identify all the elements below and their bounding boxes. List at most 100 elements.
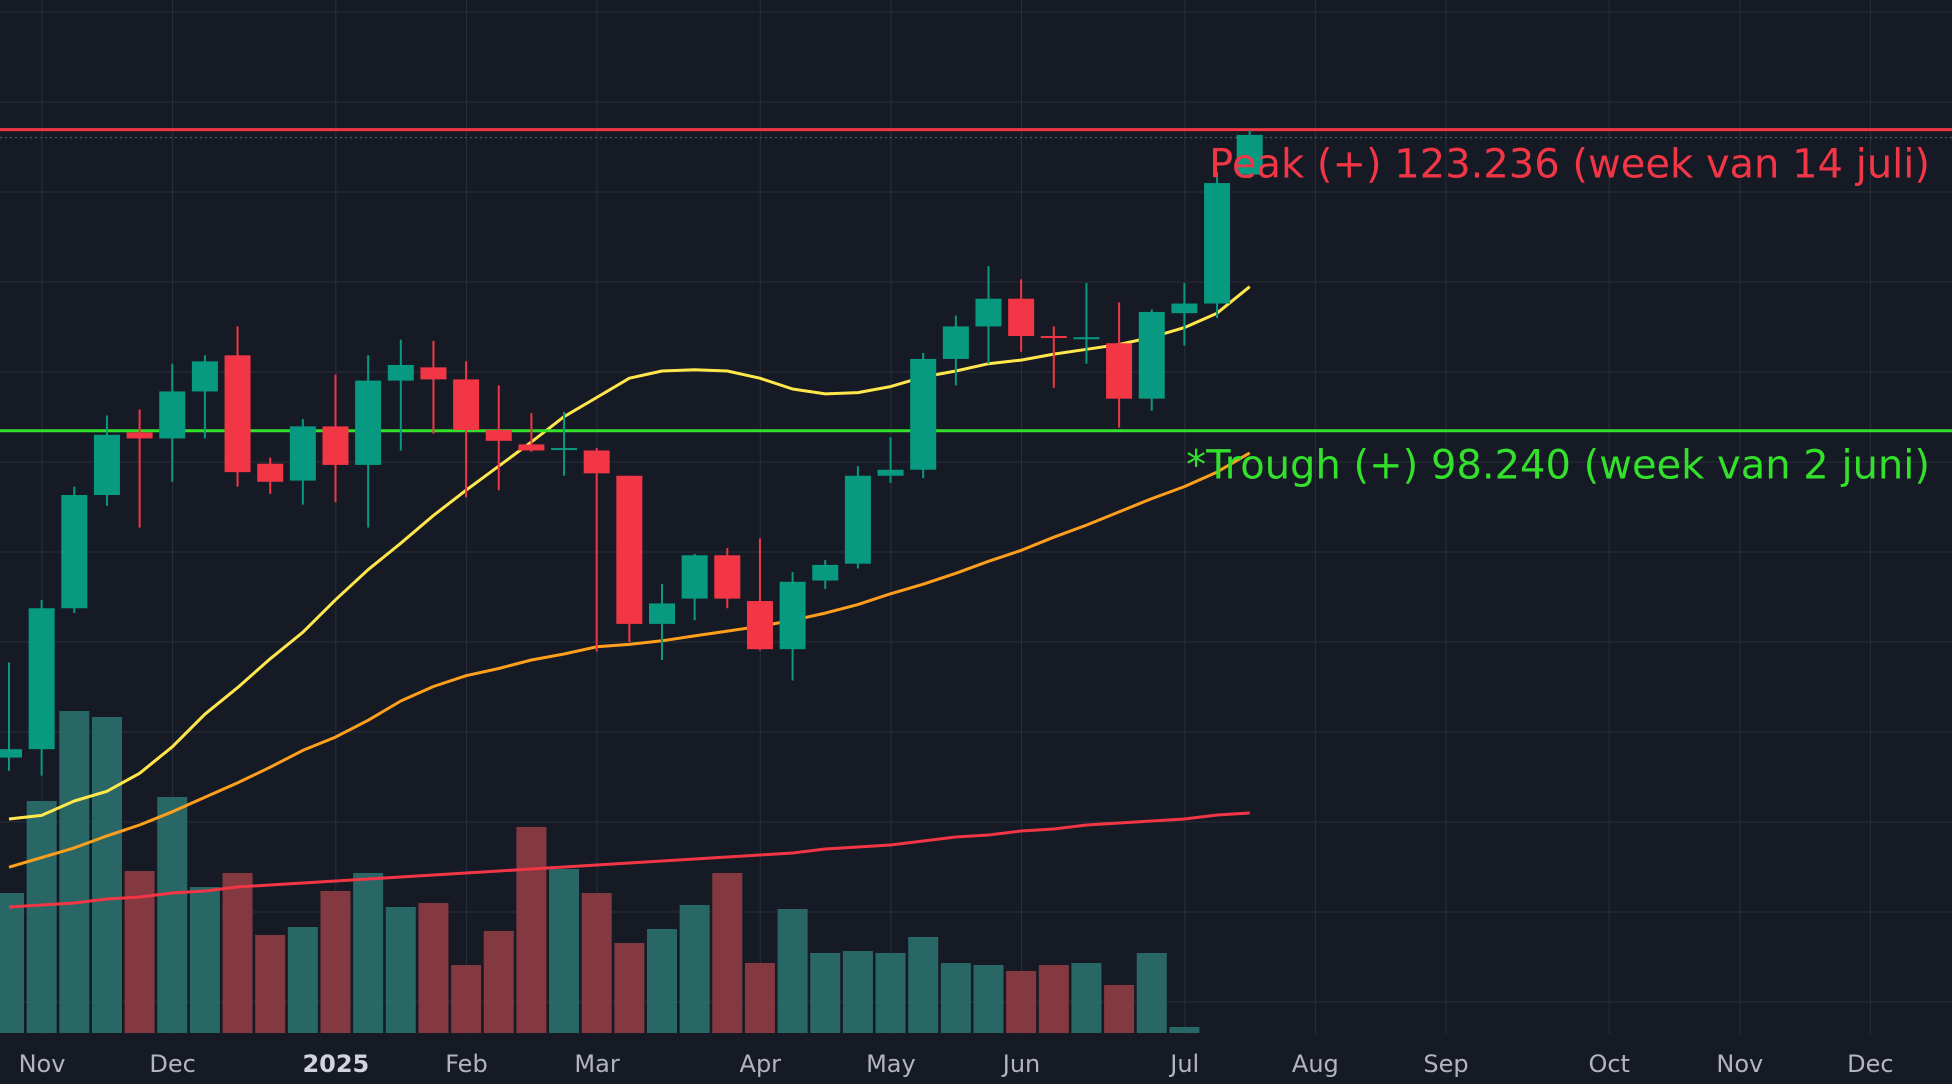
volume-bar [287, 927, 318, 1033]
volume-moving-average [8, 811, 1250, 909]
x-axis: Nov Dec 2025 Feb Mar Apr May Jun Jul Aug Sep Oct Nov… [19, 1050, 1894, 1078]
volume-bar [1038, 965, 1069, 1033]
candle-body [714, 555, 741, 599]
candle-body [1040, 336, 1067, 339]
volume-bar [320, 891, 351, 1033]
candle-body [583, 450, 610, 474]
candlesticks [0, 130, 1263, 776]
volume-bar [516, 827, 547, 1033]
candle-body [649, 603, 675, 624]
x-tick-label: Feb [445, 1050, 488, 1078]
candle-body [355, 380, 382, 465]
x-tick-label: Oct [1588, 1050, 1630, 1078]
candle-body [28, 608, 55, 750]
x-tick-label: Jun [1001, 1050, 1041, 1078]
candle-body [942, 326, 969, 359]
volume-bar [581, 893, 612, 1033]
volume-bar [91, 717, 122, 1033]
series-line-ema_fast [8, 285, 1251, 821]
candle-body [420, 367, 447, 380]
volume-bars [0, 711, 1200, 1033]
volume-bar [0, 893, 24, 1033]
candle-body [257, 463, 284, 482]
candle-body [322, 426, 349, 465]
volume-bar [157, 797, 188, 1033]
volume-bar [483, 931, 514, 1033]
level-labels: Peak (+) 123.236 (week van 14 juli) *Trou… [1186, 142, 1930, 489]
grid-lines [0, 0, 1952, 1034]
volume-bar [940, 963, 971, 1033]
level-label-peak: Peak (+) 123.236 (week van 14 juli) [1209, 142, 1930, 188]
volume-bar [549, 869, 580, 1033]
candle-body [1171, 303, 1198, 314]
x-tick-label: Nov [19, 1050, 66, 1078]
candle-body [616, 475, 643, 624]
candle-body [975, 298, 1002, 327]
volume-bar [353, 873, 384, 1033]
candle-body [1204, 183, 1231, 304]
volume-bar [1104, 985, 1135, 1033]
volume-bar [842, 951, 873, 1033]
volume-bar [1169, 1027, 1200, 1033]
candle-body [485, 429, 512, 441]
candle-body [681, 555, 708, 599]
volume-bar [744, 963, 775, 1033]
candle-body [910, 358, 937, 470]
volume-bar [973, 965, 1004, 1033]
volume-bar [647, 929, 677, 1033]
x-tick-label: Dec [1847, 1050, 1893, 1078]
candle-body [1073, 337, 1100, 340]
volume-bar [908, 937, 939, 1033]
volume-bar [679, 905, 710, 1033]
x-tick-label: May [866, 1050, 916, 1078]
volume-bar [1006, 971, 1037, 1033]
volume-bar [451, 965, 482, 1033]
candle-body [1236, 134, 1263, 175]
candle-body [61, 495, 88, 609]
candle-body [746, 601, 773, 650]
level-label-trough: *Trough (+) 98.240 (week van 2 juni) [1186, 443, 1930, 489]
volume-bar [777, 909, 808, 1033]
x-tick-label: Dec [149, 1050, 195, 1078]
x-tick-label: Jul [1168, 1050, 1199, 1078]
candle-body [779, 581, 806, 650]
x-tick-label: 2025 [302, 1050, 369, 1078]
candle-body [1106, 343, 1133, 399]
x-tick-label: Sep [1423, 1050, 1468, 1078]
candle-body [453, 379, 480, 430]
candle-body [551, 448, 578, 451]
candle-body [812, 564, 839, 581]
candle-body [1008, 298, 1035, 337]
candle-body [93, 434, 120, 496]
moving-averages [8, 285, 1251, 869]
volume-bar [614, 943, 645, 1033]
candle-body [387, 364, 414, 381]
candle-body [159, 391, 186, 439]
candle-body [877, 469, 904, 476]
candle-body [289, 426, 316, 481]
volume-bar [810, 953, 841, 1033]
volume-bar [1071, 963, 1102, 1033]
volume-bar [189, 887, 220, 1033]
series-line-ema_slow [8, 451, 1251, 869]
volume-bar [222, 873, 253, 1033]
x-tick-label: Aug [1292, 1050, 1339, 1078]
candle-body [224, 355, 251, 473]
candle-body [518, 444, 545, 451]
volume-bar [875, 953, 906, 1033]
volume-bar [255, 935, 286, 1033]
volume-bar [26, 801, 57, 1033]
volume-bar [418, 903, 449, 1033]
candle-body [844, 475, 871, 564]
volume-bar [1136, 953, 1167, 1033]
x-tick-label: Nov [1716, 1050, 1763, 1078]
candle-body [126, 432, 153, 439]
volume-bar [385, 907, 416, 1033]
x-tick-label: Apr [740, 1050, 782, 1078]
candle-body [1138, 311, 1165, 399]
volume-bar [712, 873, 743, 1033]
candle-body [191, 361, 218, 392]
x-tick-label: Mar [574, 1050, 619, 1078]
candle-body [0, 749, 22, 758]
